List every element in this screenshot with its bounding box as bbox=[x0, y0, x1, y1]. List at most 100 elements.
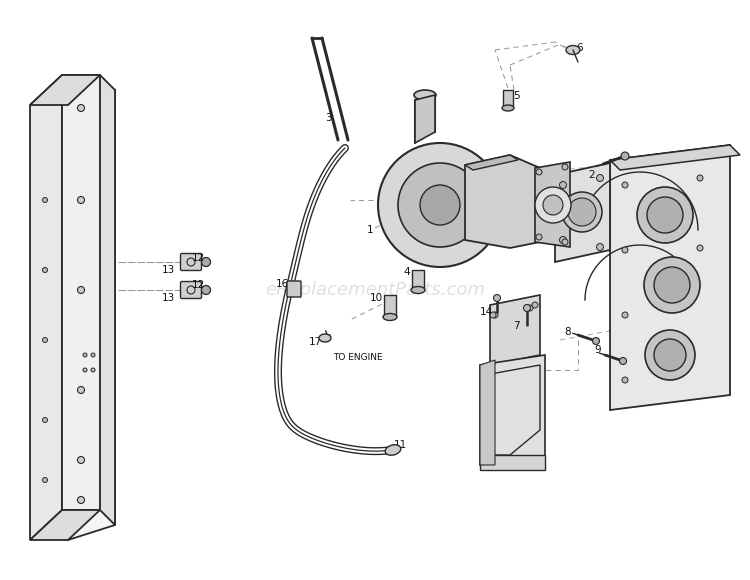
Circle shape bbox=[560, 237, 566, 244]
Circle shape bbox=[77, 104, 85, 111]
Circle shape bbox=[83, 368, 87, 372]
Polygon shape bbox=[490, 295, 540, 365]
Polygon shape bbox=[480, 360, 495, 465]
Circle shape bbox=[77, 496, 85, 503]
Circle shape bbox=[622, 247, 628, 253]
Ellipse shape bbox=[386, 445, 400, 455]
Ellipse shape bbox=[502, 105, 514, 111]
Circle shape bbox=[654, 339, 686, 371]
Circle shape bbox=[398, 163, 482, 247]
Circle shape bbox=[697, 175, 703, 181]
Circle shape bbox=[568, 198, 596, 226]
Polygon shape bbox=[610, 145, 730, 410]
Circle shape bbox=[43, 418, 47, 422]
Text: 3: 3 bbox=[325, 113, 332, 123]
Text: 5: 5 bbox=[513, 91, 519, 101]
Circle shape bbox=[202, 285, 211, 295]
Circle shape bbox=[77, 287, 85, 293]
Circle shape bbox=[378, 143, 502, 267]
Text: TO ENGINE: TO ENGINE bbox=[333, 353, 382, 361]
Circle shape bbox=[621, 152, 629, 160]
Circle shape bbox=[560, 182, 566, 188]
Circle shape bbox=[43, 338, 47, 343]
Polygon shape bbox=[68, 90, 115, 540]
Circle shape bbox=[490, 312, 496, 318]
Polygon shape bbox=[465, 155, 518, 170]
Text: 14: 14 bbox=[479, 307, 493, 317]
Polygon shape bbox=[465, 155, 540, 248]
FancyBboxPatch shape bbox=[181, 281, 202, 299]
Text: 10: 10 bbox=[370, 293, 382, 303]
Circle shape bbox=[527, 305, 533, 311]
Circle shape bbox=[622, 312, 628, 318]
Text: eReplacementParts.com: eReplacementParts.com bbox=[265, 281, 485, 299]
Polygon shape bbox=[100, 75, 115, 525]
Polygon shape bbox=[480, 455, 545, 470]
Text: 12: 12 bbox=[191, 280, 205, 290]
Circle shape bbox=[622, 182, 628, 188]
Circle shape bbox=[202, 258, 211, 266]
Circle shape bbox=[77, 386, 85, 393]
Circle shape bbox=[492, 312, 498, 318]
Circle shape bbox=[524, 304, 530, 311]
Ellipse shape bbox=[319, 334, 331, 342]
Polygon shape bbox=[62, 75, 100, 510]
Text: 12: 12 bbox=[191, 253, 205, 263]
Circle shape bbox=[43, 267, 47, 273]
Text: 9: 9 bbox=[595, 345, 602, 355]
Circle shape bbox=[494, 295, 500, 302]
Circle shape bbox=[91, 353, 95, 357]
Polygon shape bbox=[480, 355, 545, 465]
Circle shape bbox=[596, 244, 604, 251]
Polygon shape bbox=[535, 162, 570, 247]
Circle shape bbox=[654, 267, 690, 303]
Circle shape bbox=[536, 169, 542, 175]
Polygon shape bbox=[30, 75, 62, 540]
Polygon shape bbox=[30, 75, 100, 105]
Ellipse shape bbox=[411, 287, 425, 293]
Text: 4: 4 bbox=[404, 267, 410, 277]
Circle shape bbox=[420, 185, 460, 225]
FancyBboxPatch shape bbox=[287, 281, 301, 297]
Text: 17: 17 bbox=[308, 337, 322, 347]
Circle shape bbox=[43, 477, 47, 483]
Polygon shape bbox=[384, 295, 396, 317]
Circle shape bbox=[596, 175, 604, 182]
Circle shape bbox=[647, 197, 683, 233]
Ellipse shape bbox=[383, 314, 397, 321]
Circle shape bbox=[637, 187, 693, 243]
Text: 11: 11 bbox=[393, 440, 406, 450]
Ellipse shape bbox=[566, 45, 580, 55]
Circle shape bbox=[562, 239, 568, 245]
Circle shape bbox=[535, 187, 571, 223]
Circle shape bbox=[592, 338, 599, 345]
Text: 13: 13 bbox=[161, 293, 175, 303]
Circle shape bbox=[645, 330, 695, 380]
Circle shape bbox=[562, 192, 602, 232]
Circle shape bbox=[77, 197, 85, 204]
Text: 2: 2 bbox=[589, 170, 596, 180]
Polygon shape bbox=[503, 90, 513, 108]
Polygon shape bbox=[30, 510, 100, 540]
Circle shape bbox=[620, 357, 626, 364]
Text: 16: 16 bbox=[275, 279, 289, 289]
Text: 8: 8 bbox=[565, 327, 572, 337]
Circle shape bbox=[543, 195, 563, 215]
Circle shape bbox=[644, 257, 700, 313]
Text: 1: 1 bbox=[367, 225, 374, 235]
Circle shape bbox=[91, 368, 95, 372]
Text: 6: 6 bbox=[577, 43, 584, 53]
Text: 13: 13 bbox=[161, 265, 175, 275]
Circle shape bbox=[536, 234, 542, 240]
Polygon shape bbox=[412, 270, 424, 290]
Circle shape bbox=[532, 302, 538, 308]
Polygon shape bbox=[555, 163, 610, 262]
Text: 7: 7 bbox=[513, 321, 519, 331]
Circle shape bbox=[43, 198, 47, 202]
Circle shape bbox=[622, 377, 628, 383]
Polygon shape bbox=[610, 145, 740, 170]
Circle shape bbox=[562, 164, 568, 170]
Polygon shape bbox=[415, 95, 435, 143]
Circle shape bbox=[77, 456, 85, 463]
Ellipse shape bbox=[414, 90, 436, 100]
